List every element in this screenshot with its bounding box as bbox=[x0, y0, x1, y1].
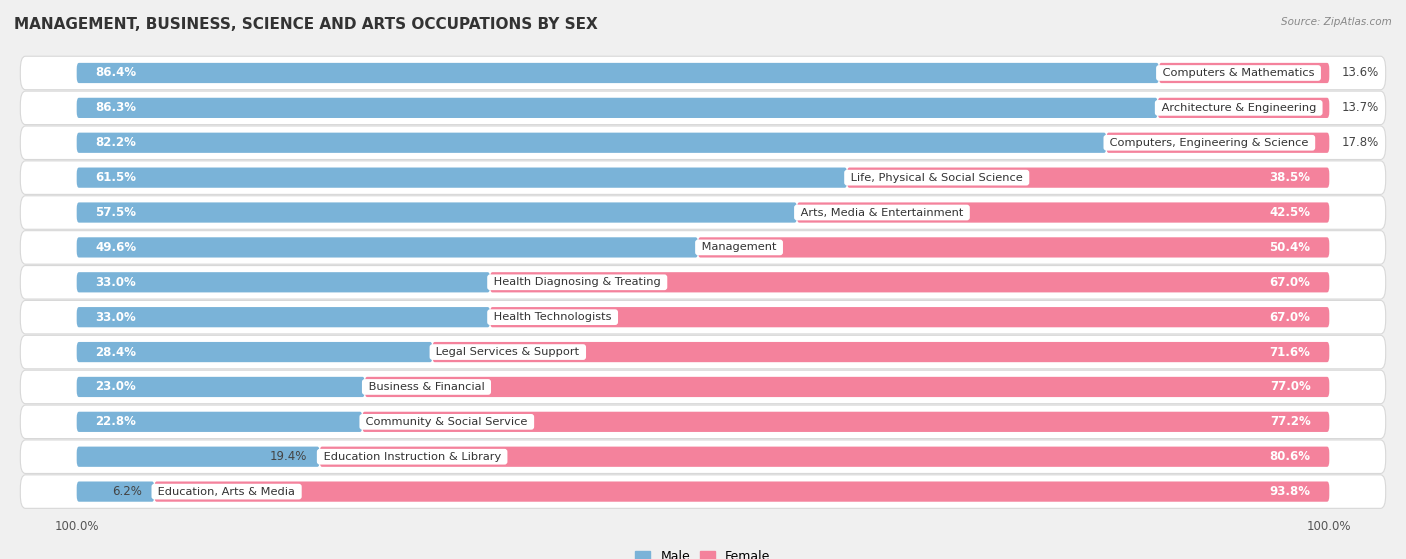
FancyBboxPatch shape bbox=[20, 231, 1386, 264]
FancyBboxPatch shape bbox=[77, 377, 364, 397]
FancyBboxPatch shape bbox=[20, 300, 1386, 334]
FancyBboxPatch shape bbox=[20, 56, 1386, 90]
Text: Computers & Mathematics: Computers & Mathematics bbox=[1159, 68, 1317, 78]
FancyBboxPatch shape bbox=[20, 440, 1386, 473]
FancyBboxPatch shape bbox=[319, 447, 1329, 467]
Text: 33.0%: 33.0% bbox=[96, 276, 136, 289]
FancyBboxPatch shape bbox=[77, 98, 1157, 118]
FancyBboxPatch shape bbox=[433, 342, 1329, 362]
FancyBboxPatch shape bbox=[491, 272, 1329, 292]
Text: 6.2%: 6.2% bbox=[112, 485, 142, 498]
Text: 86.4%: 86.4% bbox=[96, 67, 136, 79]
FancyBboxPatch shape bbox=[77, 237, 697, 258]
Text: 42.5%: 42.5% bbox=[1270, 206, 1310, 219]
Text: MANAGEMENT, BUSINESS, SCIENCE AND ARTS OCCUPATIONS BY SEX: MANAGEMENT, BUSINESS, SCIENCE AND ARTS O… bbox=[14, 17, 598, 32]
FancyBboxPatch shape bbox=[77, 342, 433, 362]
Text: 23.0%: 23.0% bbox=[96, 381, 136, 394]
Text: 13.6%: 13.6% bbox=[1341, 67, 1379, 79]
Text: Architecture & Engineering: Architecture & Engineering bbox=[1157, 103, 1320, 113]
FancyBboxPatch shape bbox=[20, 126, 1386, 159]
FancyBboxPatch shape bbox=[363, 412, 1329, 432]
Text: 38.5%: 38.5% bbox=[1270, 171, 1310, 184]
Text: 13.7%: 13.7% bbox=[1341, 101, 1379, 115]
Text: 86.3%: 86.3% bbox=[96, 101, 136, 115]
Text: 50.4%: 50.4% bbox=[1270, 241, 1310, 254]
Text: Computers, Engineering & Science: Computers, Engineering & Science bbox=[1107, 138, 1312, 148]
FancyBboxPatch shape bbox=[20, 196, 1386, 229]
Text: 49.6%: 49.6% bbox=[96, 241, 136, 254]
FancyBboxPatch shape bbox=[77, 447, 319, 467]
Text: Arts, Media & Entertainment: Arts, Media & Entertainment bbox=[797, 207, 967, 217]
Text: 57.5%: 57.5% bbox=[96, 206, 136, 219]
FancyBboxPatch shape bbox=[1107, 132, 1329, 153]
Text: Education, Arts & Media: Education, Arts & Media bbox=[155, 486, 299, 496]
Text: 80.6%: 80.6% bbox=[1270, 450, 1310, 463]
Text: 77.2%: 77.2% bbox=[1270, 415, 1310, 428]
FancyBboxPatch shape bbox=[155, 481, 1329, 502]
FancyBboxPatch shape bbox=[20, 405, 1386, 439]
FancyBboxPatch shape bbox=[846, 168, 1329, 188]
Text: Management: Management bbox=[697, 243, 780, 253]
Text: 61.5%: 61.5% bbox=[96, 171, 136, 184]
FancyBboxPatch shape bbox=[77, 63, 1159, 83]
Text: Business & Financial: Business & Financial bbox=[364, 382, 488, 392]
FancyBboxPatch shape bbox=[364, 377, 1329, 397]
Legend: Male, Female: Male, Female bbox=[630, 546, 776, 559]
FancyBboxPatch shape bbox=[77, 412, 363, 432]
Text: 93.8%: 93.8% bbox=[1270, 485, 1310, 498]
FancyBboxPatch shape bbox=[20, 335, 1386, 369]
Text: Source: ZipAtlas.com: Source: ZipAtlas.com bbox=[1281, 17, 1392, 27]
FancyBboxPatch shape bbox=[1157, 98, 1329, 118]
Text: Community & Social Service: Community & Social Service bbox=[363, 417, 531, 427]
FancyBboxPatch shape bbox=[20, 370, 1386, 404]
FancyBboxPatch shape bbox=[697, 237, 1329, 258]
FancyBboxPatch shape bbox=[77, 202, 797, 222]
Text: Health Diagnosing & Treating: Health Diagnosing & Treating bbox=[491, 277, 665, 287]
Text: 28.4%: 28.4% bbox=[96, 345, 136, 358]
FancyBboxPatch shape bbox=[77, 132, 1107, 153]
Text: 67.0%: 67.0% bbox=[1270, 311, 1310, 324]
FancyBboxPatch shape bbox=[797, 202, 1329, 222]
Text: 33.0%: 33.0% bbox=[96, 311, 136, 324]
Text: Education Instruction & Library: Education Instruction & Library bbox=[319, 452, 505, 462]
Text: 67.0%: 67.0% bbox=[1270, 276, 1310, 289]
FancyBboxPatch shape bbox=[491, 307, 1329, 328]
FancyBboxPatch shape bbox=[20, 161, 1386, 195]
FancyBboxPatch shape bbox=[77, 481, 155, 502]
FancyBboxPatch shape bbox=[77, 307, 491, 328]
Text: Health Technologists: Health Technologists bbox=[491, 312, 616, 322]
FancyBboxPatch shape bbox=[20, 91, 1386, 125]
FancyBboxPatch shape bbox=[20, 266, 1386, 299]
FancyBboxPatch shape bbox=[1159, 63, 1329, 83]
Text: 71.6%: 71.6% bbox=[1270, 345, 1310, 358]
Text: 22.8%: 22.8% bbox=[96, 415, 136, 428]
Text: Legal Services & Support: Legal Services & Support bbox=[433, 347, 583, 357]
Text: 77.0%: 77.0% bbox=[1270, 381, 1310, 394]
Text: Life, Physical & Social Science: Life, Physical & Social Science bbox=[846, 173, 1026, 183]
FancyBboxPatch shape bbox=[20, 475, 1386, 508]
Text: 19.4%: 19.4% bbox=[270, 450, 307, 463]
Text: 17.8%: 17.8% bbox=[1341, 136, 1379, 149]
FancyBboxPatch shape bbox=[77, 168, 846, 188]
Text: 82.2%: 82.2% bbox=[96, 136, 136, 149]
FancyBboxPatch shape bbox=[77, 272, 491, 292]
